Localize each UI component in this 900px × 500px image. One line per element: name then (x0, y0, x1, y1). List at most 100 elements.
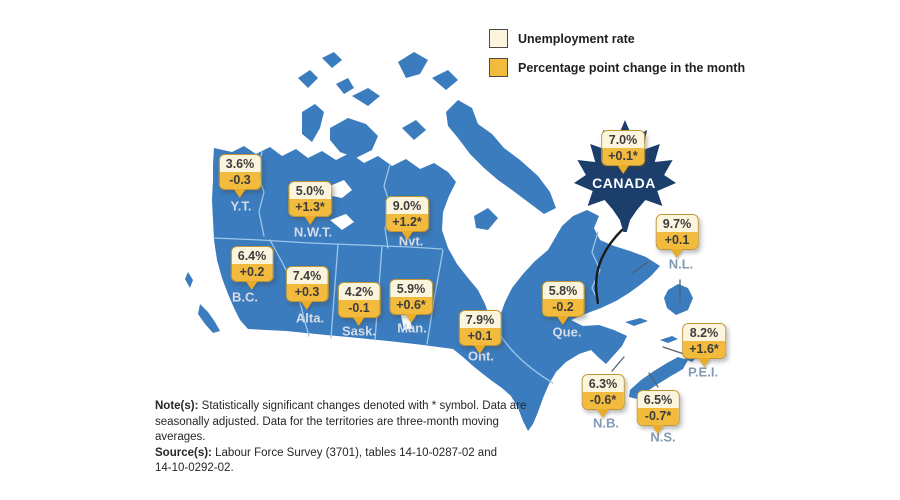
region-label-nb: N.B. (593, 415, 619, 431)
melville-island (352, 88, 380, 106)
callout-tail (616, 165, 629, 174)
southampton-island (474, 208, 498, 230)
callout-ns: 6.5% -0.7* (636, 390, 680, 434)
monthly-change: -0.3 (219, 172, 261, 189)
region-label-sask: Sask. (342, 323, 376, 339)
callout-tail (652, 425, 664, 434)
note-line: seasonally adjusted. Data for the territ… (155, 415, 499, 428)
maple-leaf-stem (594, 228, 624, 305)
callout-tail (597, 409, 609, 418)
callout-nvt: 9.0% +1.2* (385, 196, 429, 240)
legend-item-unemployment: Unemployment rate (489, 29, 745, 48)
region-label-que: Que. (552, 324, 582, 340)
footnotes: Note(s): Statistically significant chang… (155, 399, 555, 477)
callout-ont: 7.9% +0.1 (458, 310, 502, 354)
source-line: Source(s): Labour Force Survey (3701), t… (155, 446, 555, 462)
arctic-island (322, 52, 342, 68)
anticosti-island (625, 318, 648, 326)
border-ab-sk (330, 243, 339, 339)
note-line: Note(s): Statistically significant chang… (155, 399, 555, 415)
monthly-change: -0.2 (542, 299, 584, 316)
monthly-change: +0.1* (602, 148, 644, 165)
vancouver-island (198, 304, 220, 333)
unemployment-rate: 6.3% (582, 375, 624, 392)
callout-alta: 7.4% +0.3 (285, 266, 329, 310)
unemployment-rate: 7.4% (286, 267, 328, 284)
callout-tail (303, 216, 316, 225)
legend-label: Percentage point change in the month (518, 60, 746, 75)
callout-canada: 7.0% +0.1* (601, 130, 645, 174)
callout-bc: 6.4% +0.2 (230, 246, 274, 290)
pei-island (660, 336, 678, 343)
monthly-change: -0.1 (338, 300, 380, 317)
newfoundland-island (664, 284, 693, 315)
callout-tail (301, 301, 313, 310)
callout-sask: 4.2% -0.1 (337, 282, 381, 326)
haida-gwaii-island (185, 272, 193, 288)
note-label: Note(s): (155, 400, 199, 412)
change-swatch (489, 58, 508, 77)
monthly-change: +0.1 (656, 232, 698, 249)
region-label-nl: N.L. (668, 256, 694, 272)
region-label-pei: P.E.I. (687, 364, 719, 380)
callout-tail (404, 314, 417, 323)
source-line: 14-10-0292-02. (155, 462, 234, 474)
callout-tail (557, 316, 569, 325)
callout-nl: 9.7% +0.1 (655, 214, 699, 258)
somerset-island (402, 120, 426, 140)
callout-tail (671, 249, 683, 258)
callout-nb: 6.3% -0.6* (581, 374, 625, 418)
callout-man: 5.9% +0.6* (389, 279, 433, 323)
note-line: averages. (155, 431, 206, 443)
border-mb-on (426, 249, 444, 345)
border-qc-nl (591, 231, 601, 304)
leader-nb (611, 356, 625, 372)
leader-nl-labrador (631, 261, 649, 274)
monthly-change: +0.1 (459, 328, 501, 345)
callout-tail (246, 281, 258, 290)
unemployment-rate: 7.0% (602, 131, 644, 148)
unemployment-rate: 8.2% (683, 324, 725, 341)
border-60th-parallel (213, 237, 443, 250)
legend: Unemployment rate Percentage point chang… (489, 29, 745, 87)
monthly-change: -0.7* (637, 408, 679, 425)
callout-que: 5.8% -0.2 (541, 281, 585, 325)
monthly-change: +0.2 (231, 264, 273, 281)
unemployment-rate: 7.9% (459, 311, 501, 328)
nova-scotia-shape (629, 357, 688, 399)
baffin-island (446, 100, 556, 214)
banks-island (302, 104, 324, 142)
callout-tail (474, 345, 486, 354)
monthly-change: +1.2* (386, 214, 428, 231)
unemployment-rate: 9.7% (656, 215, 698, 232)
note-text: Statistically significant changes denote… (198, 400, 527, 412)
region-label-alta: Alta. (295, 310, 325, 326)
callout-nwt: 5.0% +1.3* (288, 181, 332, 225)
victoria-island (330, 118, 378, 158)
unemployment-rate: 5.8% (542, 282, 584, 299)
ellesmere-island (398, 52, 428, 78)
region-label-nwt: N.W.T. (293, 224, 333, 240)
source-label: Source(s): (155, 446, 212, 459)
unemployment-rate: 5.0% (289, 182, 331, 199)
region-label-yt: Y.T. (230, 198, 252, 214)
unemployment-rate: 5.9% (390, 280, 432, 297)
monthly-change: -0.6* (582, 392, 624, 409)
unemployment-rate: 6.5% (637, 391, 679, 408)
monthly-change: +1.3* (289, 199, 331, 216)
unemployment-rate: 6.4% (231, 247, 273, 264)
great-slave-lake (330, 214, 354, 230)
legend-label: Unemployment rate (518, 31, 635, 46)
callout-tail (353, 317, 365, 326)
callout-tail (697, 358, 710, 367)
callout-tail (234, 189, 246, 198)
callout-pei: 8.2% +1.6* (682, 323, 726, 367)
arctic-island (336, 78, 354, 94)
callout-yt: 3.6% -0.3 (218, 154, 262, 198)
maple-leaf-icon (574, 120, 676, 232)
devon-island (432, 70, 458, 90)
unemployment-rate: 9.0% (386, 197, 428, 214)
callout-tail (400, 231, 413, 240)
unemployment-rate: 3.6% (219, 155, 261, 172)
canada-label: CANADA (592, 175, 656, 191)
